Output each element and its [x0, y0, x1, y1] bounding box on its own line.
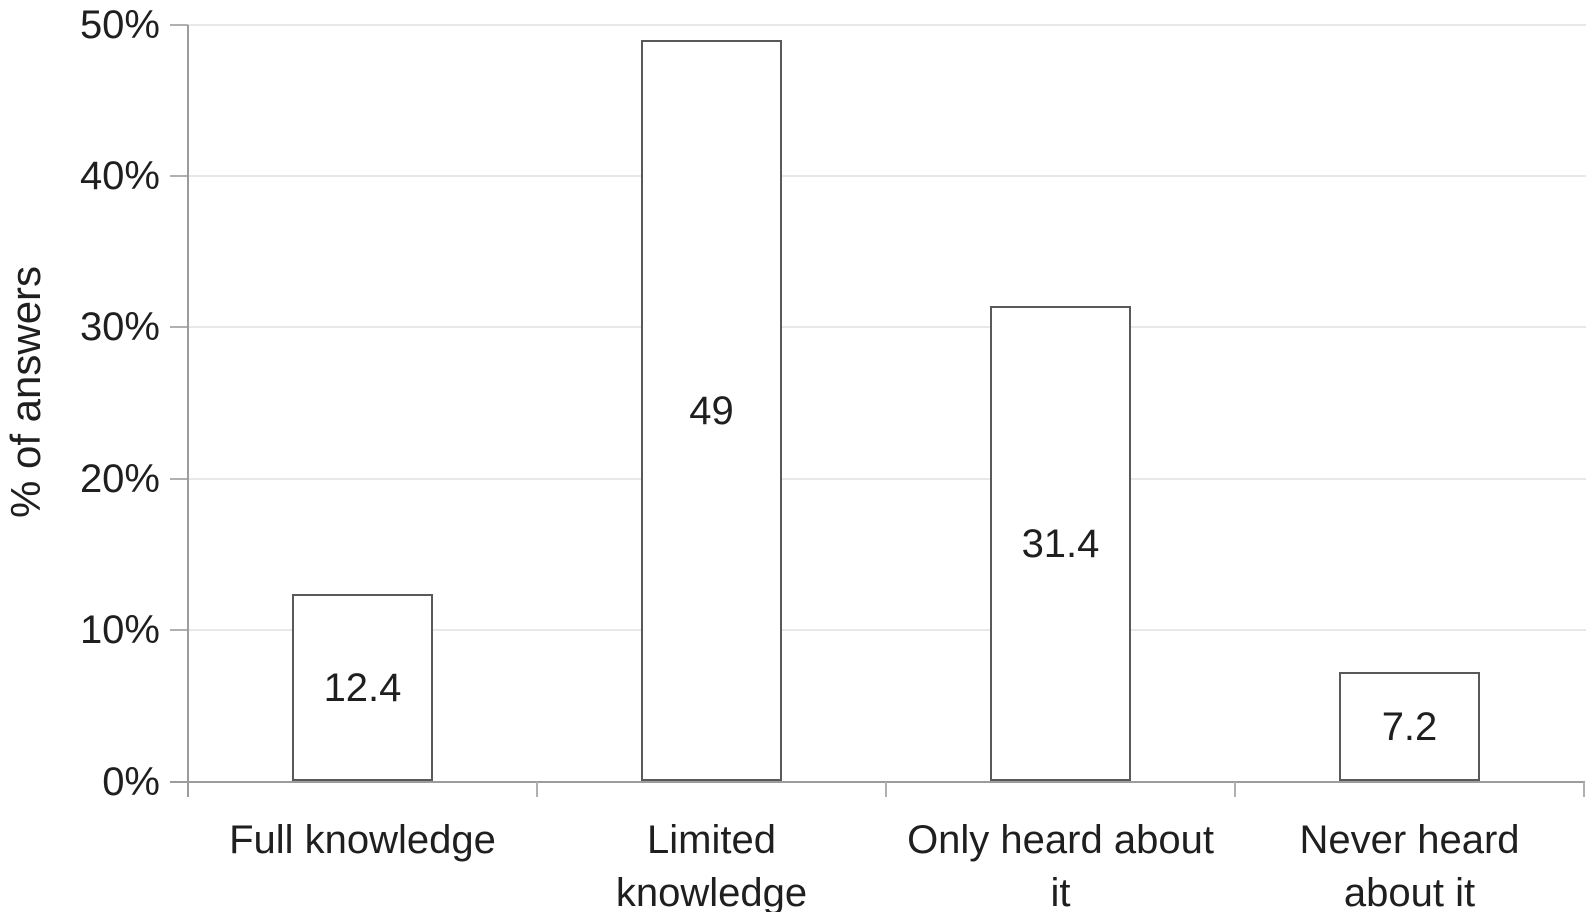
y-tick — [170, 23, 188, 26]
y-tick-label: 50% — [79, 2, 160, 47]
x-tick-label: Never heard about it — [1299, 818, 1520, 912]
x-tick-label: Limited knowledge — [615, 818, 808, 912]
y-tick-label: 30% — [79, 305, 160, 350]
bar-limited-knowledge — [641, 39, 782, 782]
bar-only-heard-about-it — [990, 306, 1131, 782]
gridline — [188, 629, 1586, 632]
bar-value-label: 31.4 — [1021, 521, 1100, 566]
y-tick — [170, 477, 188, 480]
x-tick — [1234, 781, 1236, 797]
x-tick — [536, 781, 538, 797]
y-tick-label: 20% — [79, 456, 160, 501]
x-tick-label: Only heard about it — [907, 818, 1214, 912]
y-tick-label: 10% — [79, 608, 160, 653]
y-tick — [170, 326, 188, 329]
x-tick — [1583, 781, 1585, 797]
gridline — [188, 174, 1586, 177]
gridline — [188, 477, 1586, 480]
y-tick-label: 0% — [102, 759, 160, 804]
x-axis-line — [170, 780, 1585, 783]
bar-never-heard-about-it — [1339, 672, 1480, 782]
x-tick-label: Full knowledge — [229, 818, 496, 862]
bar-value-label: 49 — [689, 388, 734, 433]
y-tick — [170, 629, 188, 632]
y-axis-line — [187, 24, 189, 797]
bar-value-label: 12.4 — [323, 665, 402, 710]
x-tick — [885, 781, 887, 797]
y-tick — [170, 174, 188, 177]
y-tick-label: 40% — [79, 153, 160, 198]
bar-full-knowledge — [292, 593, 433, 782]
bar-value-label: 7.2 — [1381, 704, 1438, 749]
gridline — [188, 23, 1586, 26]
gridline — [188, 326, 1586, 329]
